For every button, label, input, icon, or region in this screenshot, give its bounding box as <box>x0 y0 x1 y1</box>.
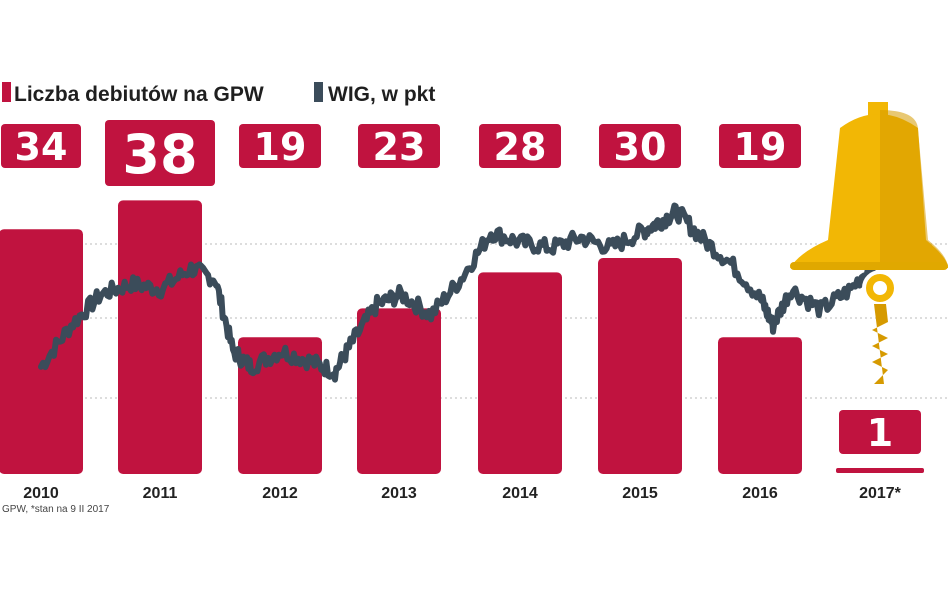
value-label-2017: 1 <box>867 411 893 455</box>
legend-label-wig: WIG, w pkt <box>328 83 435 106</box>
year-label-2017: 2017* <box>859 485 902 502</box>
year-label-2013: 2013 <box>381 485 417 502</box>
year-labels: 2010 2011 2012 2013 2014 2015 2016 2017* <box>23 485 901 502</box>
legend: Liczba debiutów na GPW WIG, w pkt <box>2 82 435 106</box>
source-note: GPW, *stan na 9 II 2017 <box>2 504 110 515</box>
value-label-2013: 23 <box>373 125 426 169</box>
legend-swatch-debuts <box>2 82 11 102</box>
bar-2016 <box>718 337 802 474</box>
value-label-2012: 19 <box>254 125 307 169</box>
year-label-2015: 2015 <box>622 485 658 502</box>
year-label-2011: 2011 <box>143 485 178 502</box>
bar-2015 <box>598 258 682 474</box>
value-label-2010: 34 <box>15 125 68 169</box>
year-label-2010: 2010 <box>23 485 59 502</box>
year-label-2016: 2016 <box>742 485 778 502</box>
legend-label-debuts: Liczba debiutów na GPW <box>14 83 264 106</box>
bar-2011 <box>118 200 202 474</box>
year-label-2012: 2012 <box>262 485 298 502</box>
bell-icon <box>790 102 948 384</box>
bar-2013 <box>357 308 441 474</box>
value-label-2016: 19 <box>734 125 787 169</box>
value-label-2014: 28 <box>494 125 547 169</box>
value-label-2011: 38 <box>122 123 197 186</box>
value-label-2015: 30 <box>614 125 667 169</box>
bar-2017 <box>836 468 924 473</box>
year-label-2014: 2014 <box>502 485 538 502</box>
bars <box>0 200 924 474</box>
legend-swatch-wig <box>314 82 323 102</box>
bar-2010 <box>0 229 83 474</box>
bar-2014 <box>478 272 562 474</box>
